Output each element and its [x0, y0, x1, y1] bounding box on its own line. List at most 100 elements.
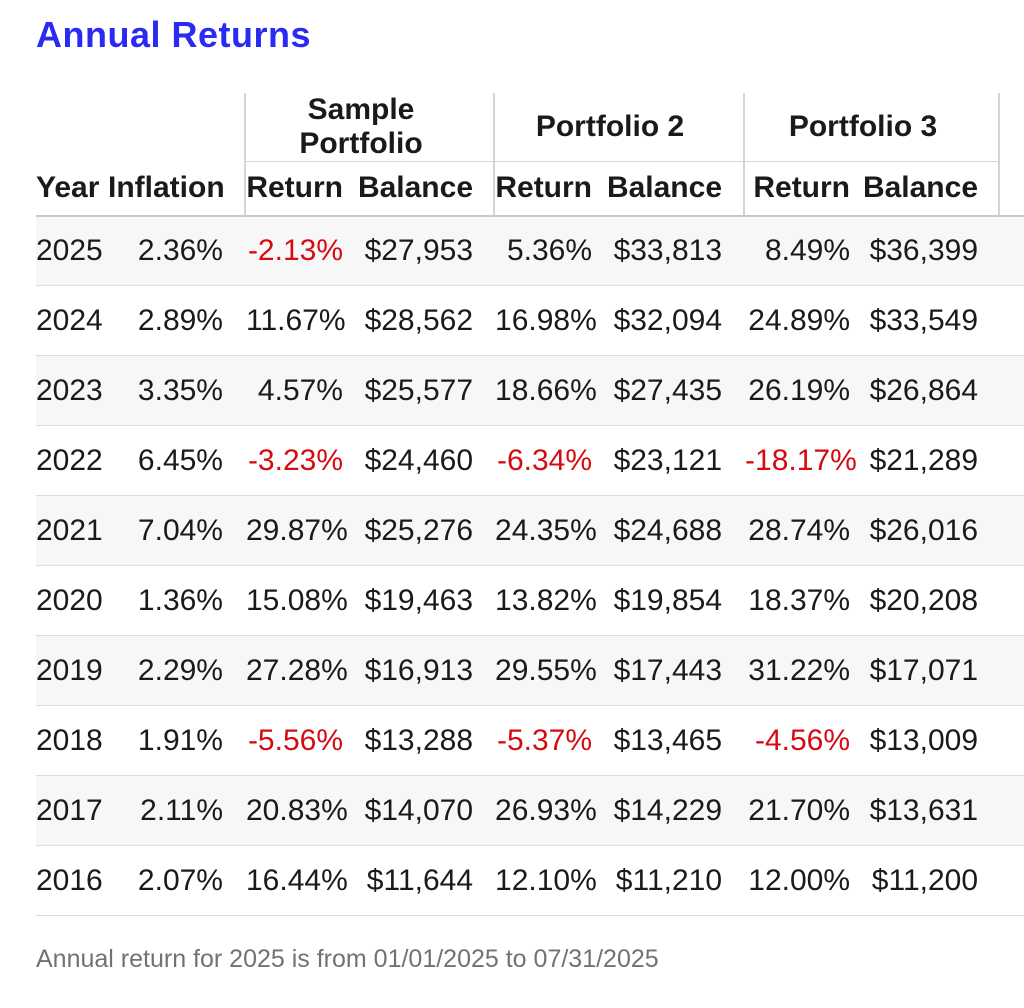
- cell-sample-balance: $13,288: [346, 705, 477, 776]
- column-header-return: Return: [495, 161, 596, 217]
- cell-portfolio2-return: 13.82%: [495, 565, 597, 636]
- cell-portfolio3-balance: $17,071: [853, 635, 982, 706]
- cell-portfolio2-balance: $23,121: [595, 425, 726, 496]
- cell-portfolio3-balance: $11,200: [853, 845, 982, 916]
- table-row: 2025 2.36% -2.13% $27,953 5.36% $33,813 …: [0, 215, 1024, 286]
- cell-year: 2018: [36, 705, 108, 776]
- cell-year: 2023: [36, 355, 108, 426]
- column-group-divider: [476, 161, 496, 217]
- gap: [981, 425, 1001, 496]
- cell-portfolio2-balance: $27,435: [595, 355, 726, 426]
- cell-sample-return: 27.28%: [246, 635, 348, 706]
- right-margin: [1000, 425, 1024, 496]
- table-row: 2023 3.35% 4.57% $25,577 18.66% $27,435 …: [0, 355, 1024, 426]
- table-footnote: Annual return for 2025 is from 01/01/202…: [36, 945, 659, 973]
- cell-sample-return: -5.56%: [246, 705, 346, 776]
- gap: [226, 775, 246, 846]
- cell-portfolio2-balance: $17,443: [595, 635, 726, 706]
- cell-portfolio2-return: 12.10%: [495, 845, 597, 916]
- cell-portfolio3-return: 28.74%: [745, 495, 854, 566]
- cell-portfolio3-return: 18.37%: [745, 565, 854, 636]
- cell-portfolio2-balance: $24,688: [595, 495, 726, 566]
- cell-portfolio2-return: -5.37%: [495, 705, 596, 776]
- gap: [725, 705, 746, 776]
- cell-inflation: 2.89%: [108, 285, 226, 356]
- right-margin: [1000, 355, 1024, 426]
- left-margin: [0, 495, 36, 566]
- cell-portfolio2-balance: $32,094: [595, 285, 726, 356]
- cell-portfolio3-balance: $33,549: [853, 285, 982, 356]
- cell-sample-return: 20.83%: [246, 775, 348, 846]
- cell-sample-return: -2.13%: [246, 215, 346, 286]
- column-group-divider: [226, 93, 246, 162]
- cell-inflation: 1.36%: [108, 565, 226, 636]
- table-row: 2018 1.91% -5.56% $13,288 -5.37% $13,465…: [0, 705, 1024, 776]
- table-body: 2025 2.36% -2.13% $27,953 5.36% $33,813 …: [0, 215, 1024, 916]
- cell-sample-balance: $14,070: [346, 775, 477, 846]
- cell-portfolio2-balance: $14,229: [595, 775, 726, 846]
- cell-portfolio2-return: 24.35%: [495, 495, 597, 566]
- cell-portfolio3-return: 26.19%: [745, 355, 854, 426]
- cell-portfolio2-return: 29.55%: [495, 635, 597, 706]
- column-header-year: Year: [36, 161, 108, 217]
- column-header-inflation: Inflation: [108, 161, 226, 217]
- left-margin: [0, 775, 36, 846]
- cell-inflation: 2.07%: [108, 845, 226, 916]
- column-group-divider: [476, 93, 496, 162]
- gap: [226, 635, 246, 706]
- gap: [981, 775, 1001, 846]
- cell-year: 2024: [36, 285, 108, 356]
- cell-portfolio2-balance: $33,813: [595, 215, 726, 286]
- cell-sample-balance: $28,562: [346, 285, 477, 356]
- cell-portfolio3-return: -4.56%: [745, 705, 854, 776]
- cell-sample-return: 29.87%: [246, 495, 348, 566]
- left-margin: [0, 355, 36, 426]
- column-group-divider: [226, 161, 246, 217]
- cell-inflation: 6.45%: [108, 425, 226, 496]
- right-margin: [1000, 565, 1024, 636]
- gap: [226, 495, 246, 566]
- gap: [725, 285, 746, 356]
- table-row: 2022 6.45% -3.23% $24,460 -6.34% $23,121…: [0, 425, 1024, 496]
- gap: [476, 775, 496, 846]
- cell-sample-balance: $19,463: [346, 565, 477, 636]
- cell-portfolio3-balance: $13,631: [853, 775, 982, 846]
- cell-inflation: 7.04%: [108, 495, 226, 566]
- left-margin: [0, 635, 36, 706]
- gap: [725, 635, 746, 706]
- cell-inflation: 2.11%: [108, 775, 226, 846]
- column-header-balance: Balance: [595, 161, 726, 217]
- gap: [226, 845, 246, 916]
- group-header-portfolio-2: Portfolio 2: [495, 93, 726, 162]
- gap: [981, 635, 1001, 706]
- cell-year: 2016: [36, 845, 108, 916]
- cell-sample-return: 11.67%: [246, 285, 346, 356]
- gap: [981, 285, 1001, 356]
- cell-portfolio3-balance: $21,289: [853, 425, 982, 496]
- gap: [476, 495, 496, 566]
- gap: [226, 285, 246, 356]
- cell-portfolio2-balance: $11,210: [595, 845, 726, 916]
- gap: [981, 355, 1001, 426]
- gap: [725, 215, 746, 286]
- cell-portfolio3-balance: $36,399: [853, 215, 982, 286]
- gap: [476, 845, 496, 916]
- left-margin: [0, 162, 36, 216]
- gap: [226, 355, 246, 426]
- gap: [725, 425, 746, 496]
- cell-year: 2021: [36, 495, 108, 566]
- table-row: 2020 1.36% 15.08% $19,463 13.82% $19,854…: [0, 565, 1024, 636]
- gap: [226, 565, 246, 636]
- left-margin: [0, 565, 36, 636]
- right-margin: [1000, 705, 1024, 776]
- cell-portfolio3-balance: $26,864: [853, 355, 982, 426]
- right-margin: [1000, 775, 1024, 846]
- gap: [226, 705, 246, 776]
- column-group-divider: [981, 161, 1001, 217]
- cell-sample-return: 4.57%: [246, 355, 346, 426]
- gap: [476, 635, 496, 706]
- cell-portfolio2-return: 26.93%: [495, 775, 597, 846]
- table-row: 2016 2.07% 16.44% $11,644 12.10% $11,210…: [0, 845, 1024, 916]
- cell-portfolio3-return: 12.00%: [745, 845, 854, 916]
- column-header-row: Year Inflation Return Balance Return Bal…: [0, 161, 1024, 217]
